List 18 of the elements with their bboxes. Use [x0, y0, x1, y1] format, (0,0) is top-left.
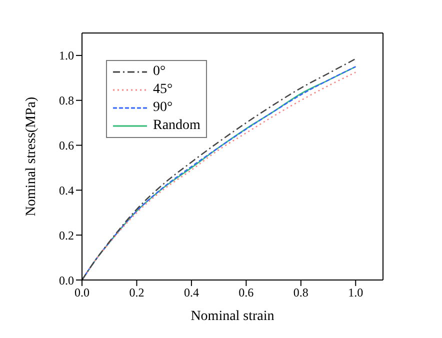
x-tick-label: 0.8	[293, 286, 308, 300]
x-tick-label: 0.4	[184, 286, 199, 300]
legend-label: 0°	[153, 64, 166, 80]
legend-label: 45°	[153, 82, 173, 98]
y-axis-title: Nominal stress(MPa)	[24, 96, 39, 216]
y-tick-label: 0.2	[59, 228, 74, 242]
y-tick-label: 1.0	[59, 48, 74, 63]
y-tick-label: 0.8	[59, 94, 74, 108]
y-tick-label: 0.4	[59, 183, 74, 198]
x-tick-label: 1.0	[348, 286, 364, 300]
y-tick-label: 0.0	[59, 273, 74, 288]
y-tick-label: 0.6	[59, 138, 74, 153]
x-tick-label: 0.6	[238, 286, 254, 300]
legend-label: Random	[153, 118, 200, 134]
x-axis-title: Nominal strain	[190, 309, 274, 324]
x-tick-label: 0.0	[74, 286, 90, 300]
x-tick-label: 0.2	[129, 286, 144, 300]
legend-label: 90°	[153, 100, 173, 116]
